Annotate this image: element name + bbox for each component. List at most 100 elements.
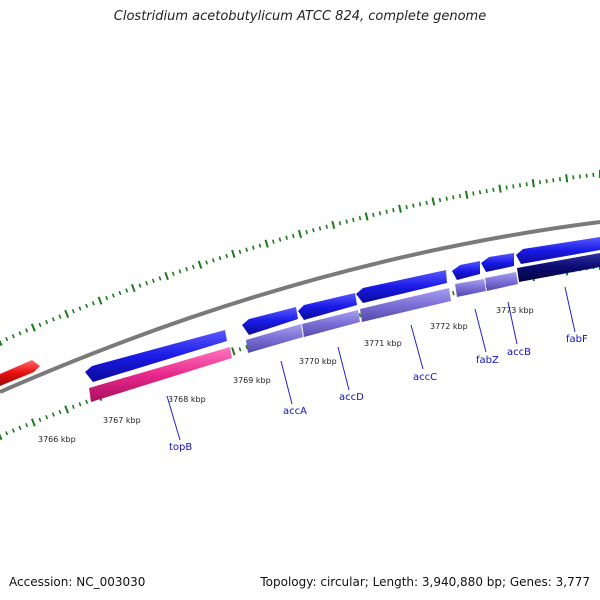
tick-mark — [331, 220, 336, 230]
tick-mark — [145, 281, 149, 286]
tick-mark — [378, 211, 382, 216]
tick-mark — [30, 323, 36, 332]
tick-mark — [178, 269, 182, 274]
tick-mark — [364, 212, 369, 221]
product-accD[interactable] — [302, 310, 360, 337]
tick-mark — [425, 200, 428, 205]
gene-label-fabF[interactable]: fabF — [566, 334, 588, 345]
tick-mark — [5, 431, 9, 436]
gene-labels: topB accA accD accC fabZ accB fabF — [169, 334, 588, 453]
tick-mark — [38, 417, 42, 422]
tick-mark — [578, 174, 582, 179]
tick-mark — [398, 204, 402, 213]
tick-mark — [64, 405, 70, 414]
tick-mark — [231, 347, 236, 356]
tick-mark — [445, 196, 448, 201]
cds-accB[interactable] — [481, 253, 514, 272]
cds-fabF[interactable] — [516, 237, 600, 264]
tick-mark — [552, 178, 555, 183]
tick-mark — [45, 319, 49, 325]
tick-mark — [78, 306, 82, 311]
gene-label-accB[interactable]: accB — [507, 347, 531, 358]
tick-mark — [125, 288, 129, 293]
cds-topB[interactable] — [85, 330, 227, 382]
tick-mark — [191, 264, 195, 270]
tick-mark — [185, 267, 189, 272]
product-accC[interactable] — [360, 288, 451, 322]
tick-mark — [171, 271, 175, 276]
tick-mark — [592, 172, 595, 177]
cds-accA[interactable] — [242, 307, 298, 335]
tick-mark — [352, 217, 355, 222]
tick-mark — [438, 197, 442, 203]
tick-mark — [258, 243, 262, 248]
tick-mark — [64, 309, 70, 318]
tick-mark — [325, 224, 328, 229]
tick-mark — [338, 221, 342, 226]
tick-mark — [412, 203, 415, 208]
cds-fabZ[interactable] — [452, 261, 480, 280]
tick-mark — [5, 336, 9, 342]
product-fabF[interactable] — [517, 253, 600, 282]
tick-mark — [485, 188, 488, 194]
scale-label: 3771 kbp — [364, 339, 402, 348]
gene-label-accA[interactable]: accA — [283, 406, 307, 417]
tick-mark — [197, 260, 203, 269]
tick-mark — [51, 412, 55, 417]
cds-accD[interactable] — [298, 293, 357, 320]
scale-label: 3768 kbp — [168, 395, 206, 404]
tick-mark — [545, 179, 548, 184]
tick-mark — [85, 303, 89, 309]
tick-mark — [478, 190, 482, 195]
tick-mark — [525, 182, 528, 187]
tick-mark — [585, 173, 588, 178]
tick-mark — [71, 308, 75, 314]
tick-mark — [512, 184, 515, 189]
tick-mark — [252, 245, 255, 250]
scale-label: 3769 kbp — [233, 376, 271, 385]
tick-mark — [452, 291, 455, 296]
tick-mark — [498, 184, 502, 193]
tick-mark — [565, 174, 569, 183]
scale-label: 3773 kbp — [496, 306, 534, 315]
tick-mark — [358, 313, 362, 318]
tick-mark — [164, 271, 169, 281]
tick-mark — [105, 295, 109, 301]
product-fabZ[interactable] — [455, 279, 486, 297]
gene-label-accD[interactable]: accD — [339, 392, 364, 403]
product-accA[interactable] — [246, 324, 303, 353]
tick-mark — [51, 317, 55, 322]
tick-mark — [111, 293, 115, 298]
tick-mark — [25, 422, 29, 428]
genome-summary: Topology: circular; Length: 3,940,880 bp… — [260, 575, 590, 589]
tick-mark — [138, 283, 142, 288]
tick-mark — [11, 333, 15, 339]
tick-mark — [118, 290, 122, 296]
tick-mark — [472, 191, 475, 196]
cds-feature-red[interactable] — [0, 360, 40, 386]
tick-mark — [458, 193, 462, 199]
gene-label-accC[interactable]: accC — [413, 372, 437, 383]
gene-label-fabZ[interactable]: fabZ — [476, 355, 499, 366]
tick-mark — [492, 187, 495, 192]
tick-mark — [405, 205, 408, 210]
product-accB[interactable] — [485, 272, 518, 291]
tick-mark — [358, 216, 362, 221]
tick-mark — [572, 175, 575, 180]
scale-label: 3772 kbp — [430, 322, 468, 331]
tick-mark — [385, 209, 388, 214]
cds-accC[interactable] — [356, 270, 447, 303]
tick-mark — [452, 195, 455, 200]
scale-labels: 3766 kbp 3767 kbp 3768 kbp 3769 kbp 3770… — [38, 306, 534, 444]
tick-mark — [91, 301, 95, 306]
gene-label-topB[interactable]: topB — [169, 442, 192, 453]
tick-mark — [558, 177, 562, 182]
tick-mark — [538, 180, 542, 185]
rna-topB[interactable] — [89, 347, 232, 402]
scale-label: 3767 kbp — [103, 416, 141, 425]
tick-mark — [0, 339, 3, 347]
tick-mark — [245, 345, 249, 350]
tick-mark — [218, 255, 222, 261]
accession-label: Accession: NC_003030 — [9, 575, 146, 589]
